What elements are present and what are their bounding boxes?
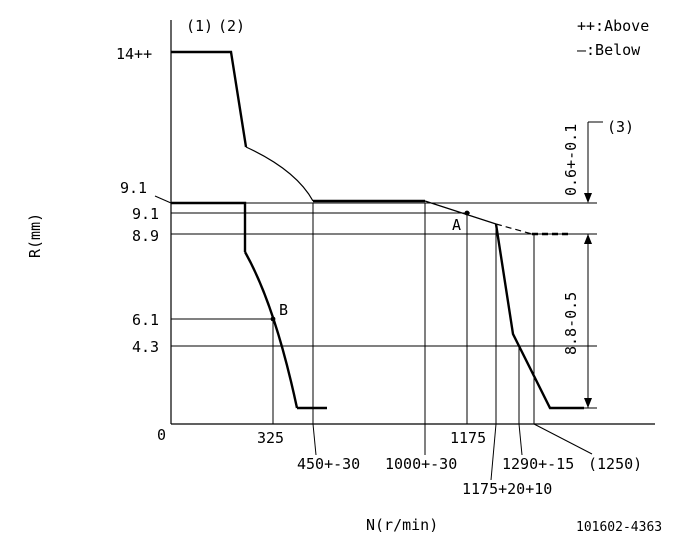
x-tick-325: 325 — [257, 429, 284, 447]
dim-lower-label: 8.8-0.5 — [562, 292, 580, 355]
note-2: (2) — [218, 17, 245, 35]
x-tick-1175b: 1175+20+10 — [462, 480, 552, 498]
lower-curve-fall — [243, 251, 299, 409]
leader-9-1 — [154, 195, 172, 204]
cutoff-curve — [494, 223, 584, 410]
upper-curve-arc — [245, 146, 314, 202]
y-tick-14: 14++ — [116, 45, 152, 63]
dim-3-arrow-down — [584, 193, 592, 203]
legend-above: ++:Above — [577, 17, 649, 35]
x-tick-1000: 1000+-30 — [385, 455, 457, 473]
y-tick-9-1-lower: 9.1 — [132, 205, 159, 223]
leader-1250 — [533, 423, 593, 455]
point-a-label: A — [452, 216, 461, 234]
y-axis-title: R(mm) — [26, 213, 44, 258]
point-b-marker — [270, 316, 276, 322]
dim-lower-arrow-down — [584, 398, 592, 408]
dim-lower-arrow-up — [584, 234, 592, 244]
dim-upper-label: 0.6+-0.1 — [562, 124, 580, 196]
y-tick-8-9: 8.9 — [132, 227, 159, 245]
point-a-marker — [464, 210, 470, 216]
upper-curve-dashed — [495, 223, 533, 235]
x-tick-450: 450+-30 — [297, 455, 360, 473]
x-tick-1175: 1175 — [450, 429, 486, 447]
note-1: (1) — [186, 17, 213, 35]
y-tick-4-3: 4.3 — [132, 338, 159, 356]
upper-curve-start — [171, 50, 248, 148]
lower-curve-start — [171, 201, 247, 252]
legend-below: —:Below — [577, 41, 641, 59]
point-b-label: B — [279, 301, 288, 319]
leader-1175b — [490, 423, 497, 481]
drawing-code: 101602-4363 — [576, 520, 662, 535]
origin-label: 0 — [157, 426, 166, 444]
y-tick-9-1-upper: 9.1 — [120, 179, 147, 197]
leader-450 — [312, 423, 317, 456]
leader-1290 — [518, 423, 523, 456]
x-tick-1250: (1250) — [588, 455, 642, 473]
upper-curve-slope — [424, 200, 497, 225]
note-3: (3) — [607, 118, 634, 136]
y-tick-6-1: 6.1 — [132, 311, 159, 329]
x-tick-1290: 1290+-15 — [502, 455, 574, 473]
x-axis-title: N(r/min) — [366, 516, 438, 534]
